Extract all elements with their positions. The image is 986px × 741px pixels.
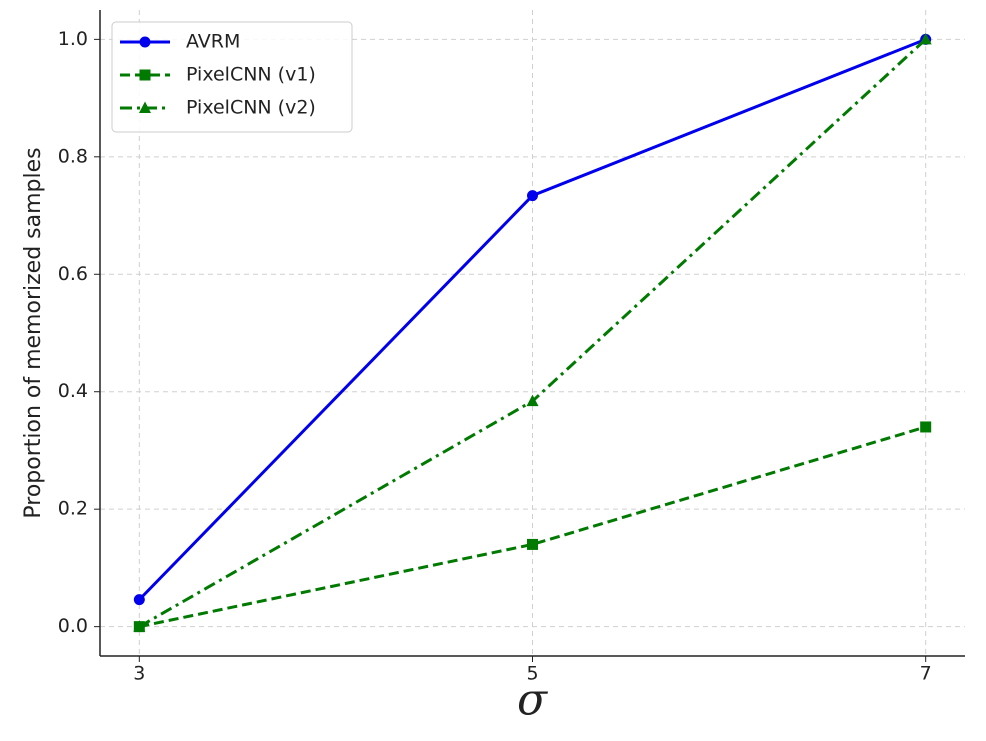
y-tick-label: 1.0 xyxy=(58,28,88,50)
x-tick-label: 7 xyxy=(920,663,932,685)
marker xyxy=(920,421,932,433)
x-tick-label: 3 xyxy=(133,663,145,685)
marker xyxy=(139,69,151,81)
y-tick-label: 0.0 xyxy=(58,615,88,637)
series-line xyxy=(139,425,927,629)
marker xyxy=(139,36,151,48)
legend-label: AVRM xyxy=(186,31,240,53)
y-tick-label: 0.4 xyxy=(58,380,88,402)
x-axis-label: σ xyxy=(517,675,549,726)
y-tick-label: 0.8 xyxy=(58,145,88,167)
marker xyxy=(139,101,151,113)
marker xyxy=(527,190,538,202)
y-axis-label: Proportion of memorized samples xyxy=(21,147,46,518)
marker xyxy=(919,32,932,45)
y-tick-label: 0.6 xyxy=(58,263,88,285)
legend-label: PixelCNN (v2) xyxy=(186,97,316,119)
marker xyxy=(526,394,539,407)
marker xyxy=(133,620,146,632)
x-tick-label: 5 xyxy=(526,663,538,685)
marker xyxy=(133,594,145,606)
marker xyxy=(527,538,538,550)
legend-label: PixelCNN (v1) xyxy=(186,64,316,86)
y-tick-label: 0.2 xyxy=(58,498,88,520)
legend-box xyxy=(111,21,353,133)
